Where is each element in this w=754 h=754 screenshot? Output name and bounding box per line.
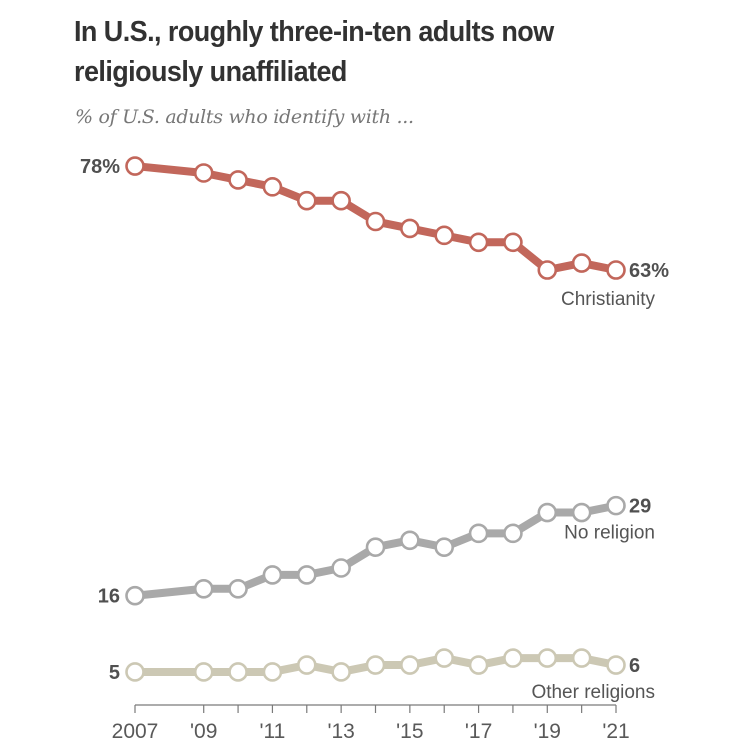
data-point-no-religion-2015 <box>400 530 420 551</box>
data-point-christianity-2009 <box>193 163 214 183</box>
x-tick-label-2007: 2007 <box>112 720 159 743</box>
data-point-no-religion-2012 <box>296 565 317 585</box>
series-layer <box>125 156 626 682</box>
data-point-no-religion-2011 <box>262 565 283 585</box>
series-name-label-other-religions: Other religions <box>531 682 655 703</box>
data-point-other-religions-2013 <box>331 662 351 682</box>
data-point-no-religion-2018 <box>503 523 523 544</box>
data-point-christianity-2016 <box>434 225 455 246</box>
data-point-christianity-2007 <box>125 156 145 176</box>
data-point-no-religion-2010 <box>228 578 248 599</box>
data-point-other-religions-2015 <box>400 655 420 675</box>
end-value-label-other-religions: 6 <box>629 655 640 677</box>
end-value-label-no-religion: 29 <box>629 496 651 518</box>
data-point-other-religions-2011 <box>262 662 283 682</box>
label-layer: 78% 63% Christianity 16 29 No religion 5 6 Other… <box>80 156 669 703</box>
chart-title: In U.S., roughly three-in-ten adults now… <box>74 16 554 88</box>
x-axis: 2007 '09 '11 '13 '15 '17 '19 '21 <box>112 704 630 743</box>
start-value-label-no-religion: 16 <box>98 586 120 608</box>
data-point-other-religions-2016 <box>434 648 455 668</box>
chart-subtitle: % of U.S. adults who identify with ... <box>75 106 414 128</box>
data-point-christianity-2011 <box>262 177 283 197</box>
x-tick-label-2017: '17 <box>465 720 492 743</box>
data-point-other-religions-2017 <box>468 655 489 675</box>
data-point-no-religion-2009 <box>193 578 214 599</box>
data-point-other-religions-2018 <box>503 648 523 668</box>
data-point-no-religion-2017 <box>468 523 489 544</box>
data-point-christianity-2021 <box>606 260 626 280</box>
x-tick-label-2021: '21 <box>602 720 629 743</box>
data-point-other-religions-2014 <box>365 655 386 675</box>
series-no-religion <box>125 495 626 606</box>
data-point-christianity-2012 <box>296 190 317 211</box>
data-point-no-religion-2014 <box>365 537 386 558</box>
data-point-no-religion-2019 <box>537 502 558 523</box>
data-point-no-religion-2007 <box>125 585 145 606</box>
data-point-other-religions-2009 <box>193 662 214 682</box>
start-value-label-other-religions: 5 <box>109 662 120 684</box>
series-name-label-no-religion: No religion <box>564 523 655 544</box>
x-tick-label-2009: '09 <box>190 720 217 743</box>
data-point-christianity-2018 <box>503 232 523 253</box>
data-point-christianity-2019 <box>537 260 558 280</box>
data-point-no-religion-2020 <box>571 502 592 523</box>
data-point-other-religions-2012 <box>296 655 317 675</box>
data-point-christianity-2014 <box>365 211 386 232</box>
data-point-christianity-2017 <box>468 232 489 253</box>
data-point-other-religions-2021 <box>606 655 626 675</box>
data-point-other-religions-2010 <box>228 662 248 682</box>
data-point-other-religions-2019 <box>537 648 558 668</box>
end-value-label-christianity: 63% <box>629 260 669 282</box>
data-point-no-religion-2016 <box>434 537 455 558</box>
x-tick-label-2015: '15 <box>396 720 423 743</box>
x-tick-label-2013: '13 <box>327 720 354 743</box>
x-tick-label-2011: '11 <box>260 720 286 743</box>
x-tick-label-2019: '19 <box>534 720 561 743</box>
data-point-christianity-2013 <box>331 190 351 211</box>
data-point-christianity-2010 <box>228 170 248 190</box>
series-other-religions <box>125 648 626 682</box>
data-point-christianity-2020 <box>571 253 592 273</box>
data-point-christianity-2015 <box>400 218 420 239</box>
data-point-other-religions-2007 <box>125 662 145 682</box>
series-christianity <box>125 156 626 280</box>
data-point-no-religion-2021 <box>606 495 626 516</box>
start-value-label-christianity: 78% <box>80 156 120 178</box>
data-point-no-religion-2013 <box>331 558 351 578</box>
series-name-label-christianity: Christianity <box>561 289 655 310</box>
data-point-other-religions-2020 <box>571 648 592 668</box>
